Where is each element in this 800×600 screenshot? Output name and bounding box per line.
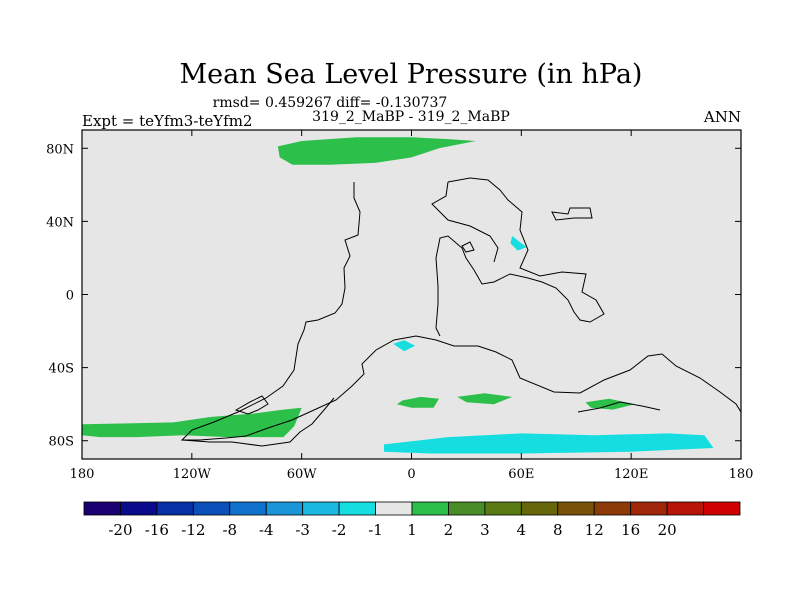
colorbar-label-14: 16	[621, 521, 640, 539]
anomaly-region-6	[393, 340, 416, 352]
x-tick-label-0: 180	[70, 467, 95, 482]
stats-line: rmsd= 0.459267 diff= -0.130737	[213, 95, 448, 111]
anomaly-region-3	[457, 393, 513, 405]
colorbar-swatch-6	[302, 501, 340, 516]
anomaly-region-2	[396, 396, 439, 408]
axis-ticks: 180 120W 60W 0 60E 120E 180 80N 40N 0 40S 80S	[46, 130, 753, 482]
colorbar-swatch-14	[593, 501, 632, 516]
map-background	[82, 130, 741, 459]
colorbar-swatch-3	[192, 501, 231, 516]
colorbar-label-5: -3	[295, 521, 310, 539]
southeast-outline	[577, 401, 661, 413]
colorbar-label-10: 3	[480, 521, 490, 539]
colorbar-label-2: -12	[181, 521, 205, 539]
anomaly-region-1	[82, 407, 302, 438]
x-tick-label-6: 180	[729, 467, 754, 482]
y-tick-label-2: 0	[66, 289, 74, 304]
southern-margin	[181, 397, 335, 447]
colorbar: -20 -16 -12 -8 -4 -3 -2 -1 1 2 3 4 8 12 16 20	[83, 501, 741, 539]
anomaly-region-5	[384, 433, 714, 454]
eastern-coast-outline	[435, 177, 605, 337]
y-tick-label-3: 40S	[49, 362, 74, 377]
antarctic-peninsula	[234, 395, 269, 415]
colorbar-swatch-1	[120, 501, 158, 516]
colorbar-label-6: -2	[332, 521, 347, 539]
pangaea-outline	[180, 182, 741, 441]
colorbar-swatch-11	[484, 501, 522, 516]
colorbar-label-0: -20	[108, 521, 132, 539]
colorbar-label-1: -16	[145, 521, 169, 539]
x-tick-label-3: 0	[407, 467, 415, 482]
case-label: 319_2_MaBP - 319_2_MaBP	[312, 109, 510, 125]
colorbar-label-15: 20	[658, 521, 677, 539]
x-tick-label-1: 120W	[173, 467, 212, 482]
inland-outline	[431, 181, 499, 263]
colorbar-swatch-7	[338, 501, 376, 516]
colorbar-swatch-9	[411, 501, 449, 516]
colorbar-swatch-10	[448, 501, 486, 516]
colorbar-label-9: 2	[444, 521, 454, 539]
colorbar-label-13: 12	[585, 521, 604, 539]
experiment-label: Expt = teYfm3-teYfm2	[82, 112, 252, 130]
colorbar-swatch-4	[229, 501, 267, 516]
colorbar-swatch-17	[703, 501, 741, 516]
colorbar-swatch-5	[265, 501, 304, 516]
colorbar-swatch-12	[520, 501, 559, 516]
y-tick-label-1: 40N	[46, 215, 74, 230]
x-tick-label-2: 60W	[287, 467, 318, 482]
x-tick-label-5: 120E	[614, 467, 648, 482]
colorbar-swatch-16	[666, 501, 704, 516]
x-tick-label-4: 60E	[508, 467, 534, 482]
small-island	[461, 241, 475, 253]
y-tick-label-0: 80N	[46, 142, 74, 157]
colorbar-label-3: -8	[222, 521, 237, 539]
colorbar-label-8: 1	[407, 521, 417, 539]
continent-outlines	[180, 177, 741, 447]
season-label: ANN	[703, 108, 741, 126]
anomaly-regions	[82, 137, 714, 454]
northeast-island	[551, 207, 593, 221]
colorbar-swatch-2	[156, 501, 194, 516]
colorbar-swatch-15	[630, 501, 668, 516]
colorbar-swatch-8	[375, 501, 413, 516]
anomaly-region-7	[510, 236, 527, 251]
colorbar-swatch-13	[557, 501, 595, 516]
y-tick-label-4: 80S	[49, 435, 74, 450]
anomaly-region-4	[585, 398, 635, 410]
anomaly-region-0	[277, 137, 476, 165]
colorbar-label-12: 8	[553, 521, 563, 539]
chart-title: Mean Sea Level Pressure (in hPa)	[180, 59, 643, 90]
colorbar-label-4: -4	[259, 521, 274, 539]
colorbar-swatch-0	[83, 501, 121, 516]
colorbar-label-7: -1	[368, 521, 383, 539]
colorbar-label-11: 4	[517, 521, 527, 539]
